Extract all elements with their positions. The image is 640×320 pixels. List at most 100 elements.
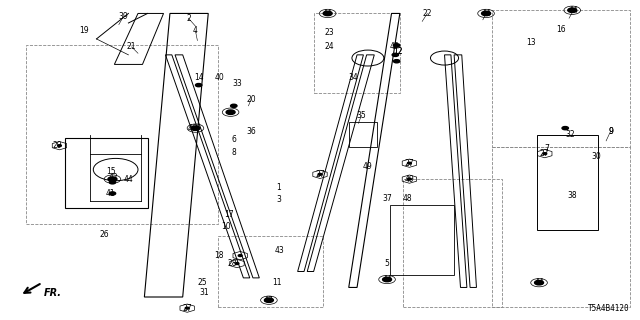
Circle shape (484, 12, 490, 15)
Text: 31: 31 (199, 288, 209, 297)
Text: 10: 10 (221, 222, 231, 231)
Text: 42: 42 (109, 173, 118, 182)
Text: 44: 44 (124, 175, 133, 184)
Bar (537, 134, 598, 230)
Text: 27: 27 (404, 159, 414, 168)
Text: 27: 27 (315, 170, 325, 179)
Bar (403, 179, 502, 307)
Circle shape (569, 9, 575, 12)
Text: 19: 19 (79, 27, 88, 36)
Circle shape (230, 104, 237, 108)
Text: 27: 27 (182, 304, 192, 313)
Text: 29: 29 (52, 141, 61, 150)
Text: 20: 20 (246, 95, 256, 104)
Circle shape (394, 60, 400, 63)
Circle shape (324, 12, 331, 15)
Circle shape (394, 44, 400, 47)
Text: 18: 18 (214, 251, 224, 260)
Text: 13: 13 (526, 38, 536, 47)
Circle shape (568, 8, 577, 12)
Circle shape (318, 173, 322, 175)
Text: 6: 6 (231, 135, 236, 144)
Bar (492, 10, 630, 147)
Circle shape (108, 177, 117, 181)
Circle shape (536, 281, 542, 284)
Text: 44: 44 (382, 275, 392, 284)
Bar (65, 138, 148, 208)
Text: 12: 12 (393, 47, 403, 56)
Circle shape (109, 192, 116, 195)
Bar (314, 13, 400, 93)
Text: FR.: FR. (44, 288, 61, 298)
Text: 21: 21 (127, 42, 136, 52)
Text: 35: 35 (356, 111, 366, 120)
Text: 46: 46 (188, 124, 197, 132)
Text: 7: 7 (544, 144, 549, 153)
Circle shape (562, 126, 568, 130)
Bar (349, 122, 378, 147)
Text: 24: 24 (324, 42, 334, 52)
Circle shape (408, 162, 412, 164)
Circle shape (195, 84, 202, 87)
Text: 36: 36 (246, 127, 256, 136)
Circle shape (185, 307, 189, 309)
Circle shape (392, 53, 399, 56)
Text: 2: 2 (186, 14, 191, 23)
Text: 23: 23 (324, 28, 334, 37)
Text: 39: 39 (118, 12, 128, 21)
Text: 17: 17 (225, 210, 234, 219)
Text: 22: 22 (422, 9, 432, 18)
Circle shape (384, 278, 390, 281)
Circle shape (235, 263, 239, 265)
Circle shape (483, 12, 489, 15)
Text: 34: 34 (348, 73, 358, 82)
Text: 11: 11 (272, 278, 282, 287)
Text: 14: 14 (194, 73, 204, 82)
Circle shape (109, 181, 116, 184)
Text: 45: 45 (390, 42, 399, 52)
Text: 4: 4 (193, 27, 198, 36)
Text: 26: 26 (99, 230, 109, 239)
Text: 38: 38 (568, 190, 577, 200)
Circle shape (264, 298, 273, 302)
Circle shape (323, 11, 332, 16)
Text: 47: 47 (264, 296, 274, 305)
Text: 1: 1 (276, 183, 281, 192)
Text: 16: 16 (556, 25, 566, 34)
Circle shape (226, 110, 235, 115)
Circle shape (383, 277, 392, 282)
Text: 49: 49 (363, 162, 372, 171)
Text: 9: 9 (608, 127, 613, 136)
Text: 44: 44 (534, 278, 544, 287)
Text: 12: 12 (393, 47, 403, 56)
Text: 32: 32 (566, 130, 575, 139)
Text: 43: 43 (275, 246, 285, 255)
Bar (492, 147, 630, 307)
Text: 15: 15 (106, 167, 116, 176)
Text: 25: 25 (197, 278, 207, 287)
Circle shape (481, 11, 490, 16)
Text: 33: 33 (232, 79, 242, 88)
Circle shape (408, 178, 412, 180)
Text: 44: 44 (569, 6, 579, 15)
Circle shape (238, 255, 242, 257)
Text: 48: 48 (403, 194, 412, 203)
Text: 5: 5 (385, 259, 390, 268)
Circle shape (543, 153, 547, 155)
Text: 37: 37 (382, 194, 392, 203)
Bar (26, 45, 218, 224)
Text: 8: 8 (232, 148, 236, 156)
Text: T5A4B4120: T5A4B4120 (588, 304, 630, 313)
Bar (218, 236, 323, 307)
Text: 40: 40 (214, 73, 224, 82)
Circle shape (191, 126, 200, 130)
Text: 44: 44 (481, 9, 491, 18)
Circle shape (534, 280, 543, 285)
Text: 44: 44 (323, 9, 333, 18)
Text: 49: 49 (404, 175, 414, 184)
Text: 30: 30 (591, 152, 601, 161)
Circle shape (58, 145, 61, 147)
Text: 41: 41 (106, 189, 115, 198)
Bar (390, 204, 454, 275)
Text: 9: 9 (608, 127, 613, 136)
